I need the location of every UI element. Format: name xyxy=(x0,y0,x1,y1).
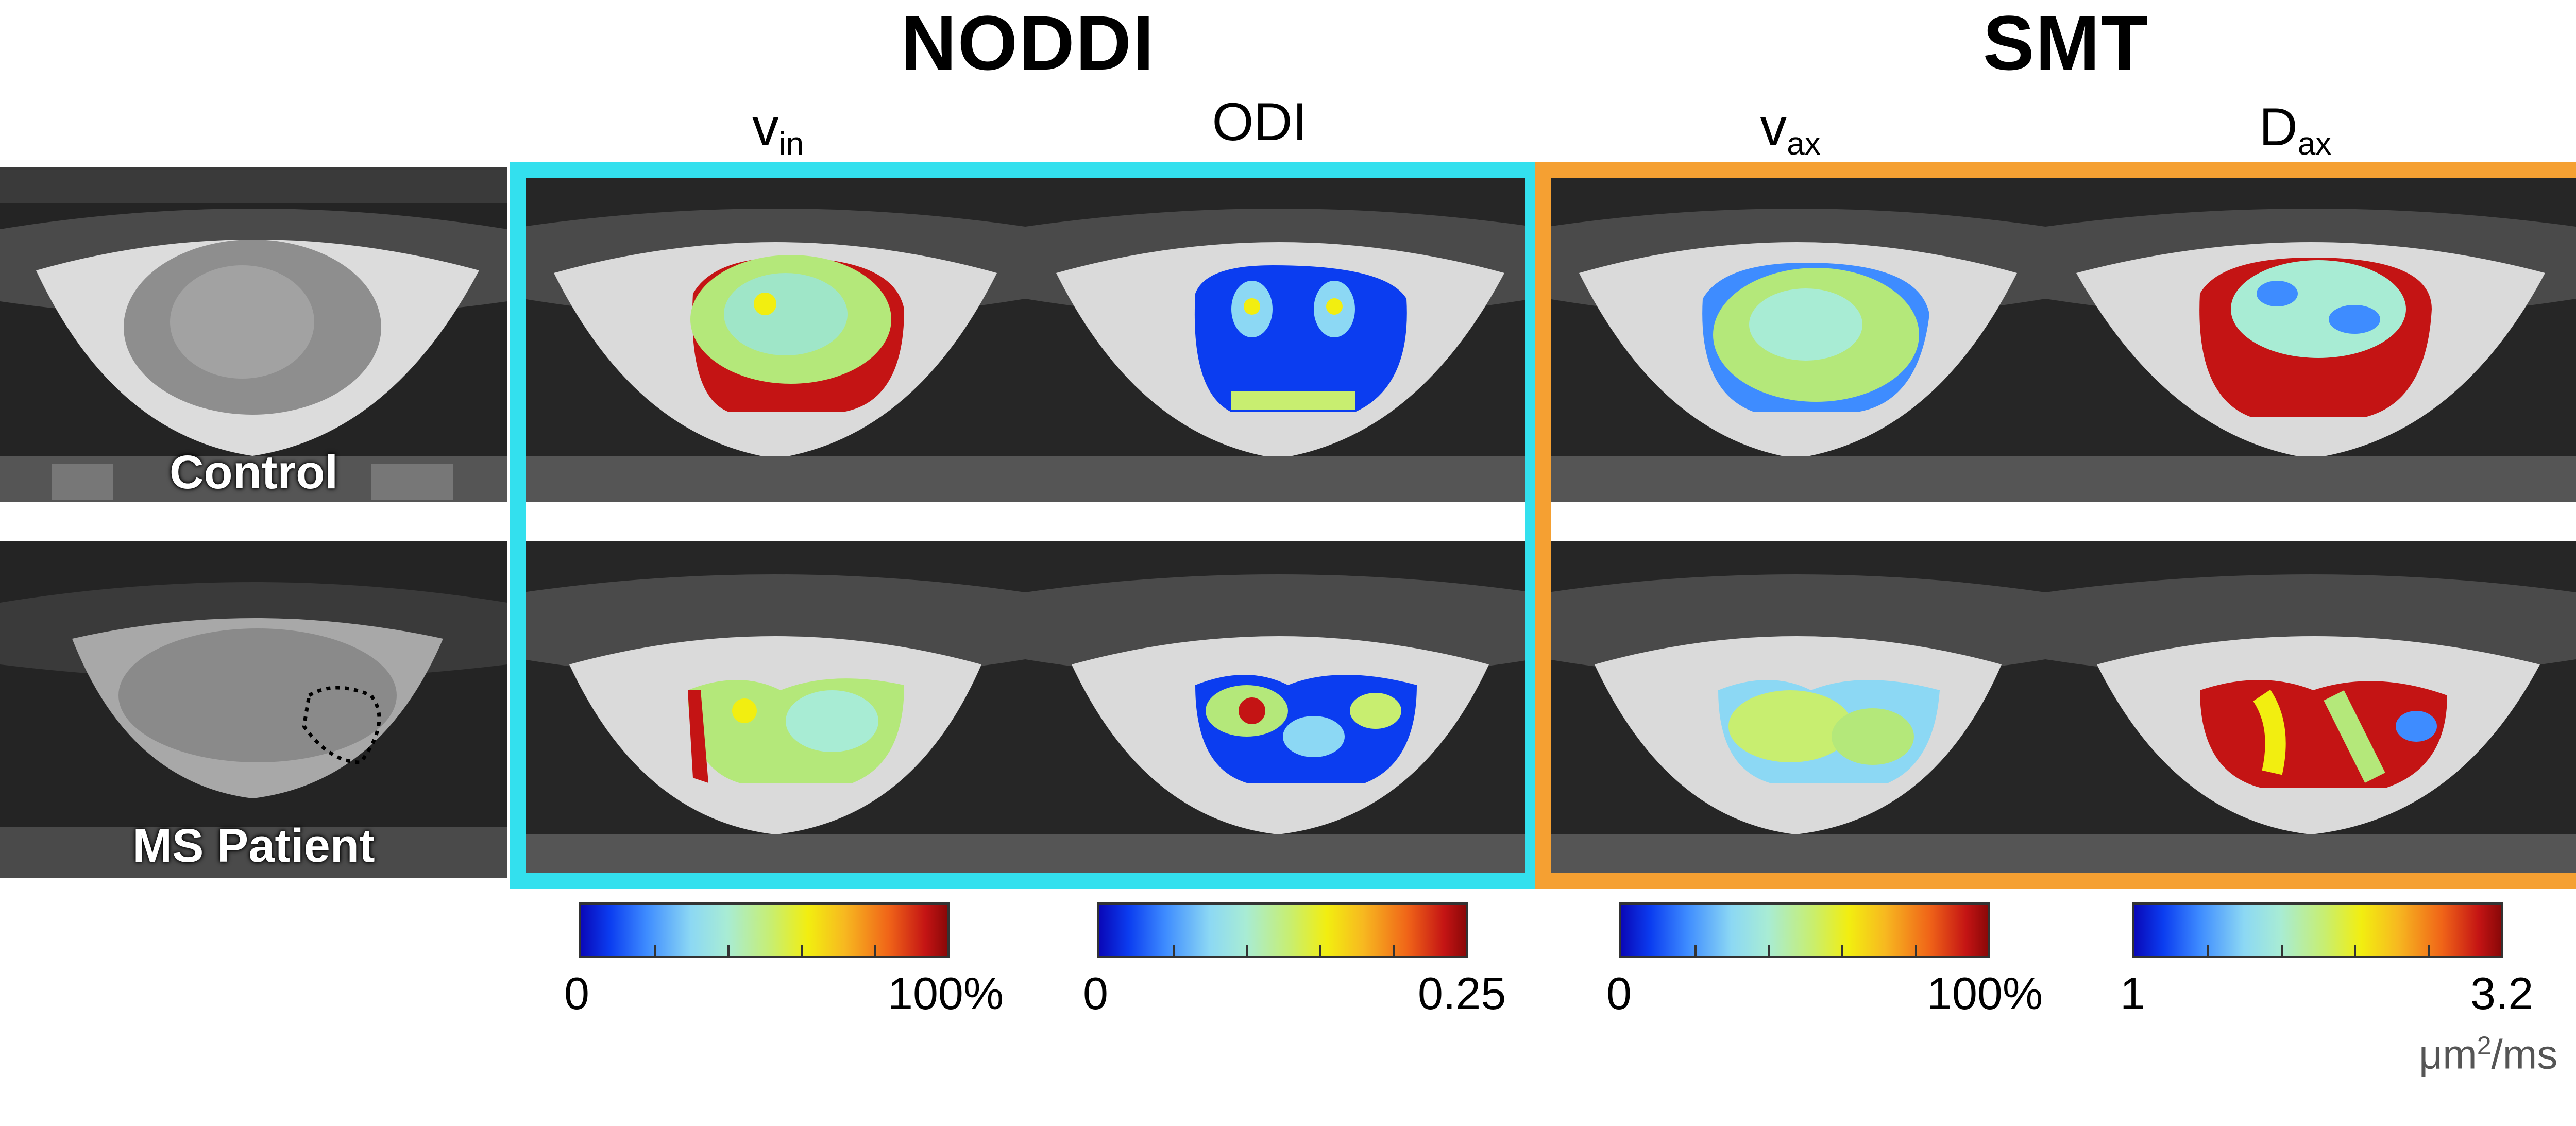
colorbar-v-in-max: 100% xyxy=(888,968,1004,1019)
colorbar-v-in-min: 0 xyxy=(564,968,589,1019)
column-label-odi: ODI xyxy=(1212,92,1308,152)
control-v-in-map xyxy=(523,175,1025,502)
row-label-ms-patient: MS Patient xyxy=(132,820,375,872)
noddi-frame xyxy=(510,162,1540,889)
patient-anatomical-image: MS Patient xyxy=(0,541,507,878)
smt-frame xyxy=(1535,162,2576,889)
noddi-title: NODDI xyxy=(901,0,1155,86)
column-label-v-ax: vax xyxy=(1760,97,1821,162)
smt-title: SMT xyxy=(1982,0,2149,86)
row-label-control: Control xyxy=(169,446,338,499)
colorbar-d-ax-max: 3.2 xyxy=(2470,968,2534,1019)
colorbar-v-ax-max: 100% xyxy=(1927,968,2043,1019)
colorbar-odi-min: 0 xyxy=(1083,968,1108,1019)
column-label-v-in: vin xyxy=(752,97,804,162)
control-anatomical-image: Control xyxy=(0,167,507,502)
colorbar-d-ax xyxy=(2132,902,2503,958)
control-d-ax-map xyxy=(2045,175,2576,502)
colorbar-v-ax-min: 0 xyxy=(1606,968,1632,1019)
colorbar-odi xyxy=(1097,902,1468,958)
column-label-d-ax: Dax xyxy=(2259,97,2332,162)
patient-v-in-map xyxy=(523,541,1025,878)
colorbar-v-in xyxy=(579,902,950,958)
control-odi-map xyxy=(1025,175,1533,502)
colorbar-d-ax-min: 1 xyxy=(2120,968,2145,1019)
colorbar-v-ax xyxy=(1619,902,1990,958)
patient-v-ax-map xyxy=(1548,541,2045,878)
lesion-outline xyxy=(302,686,381,764)
colorbar-d-ax-unit: μm2/ms xyxy=(2419,1031,2558,1078)
control-v-ax-map xyxy=(1548,175,2045,502)
patient-odi-map xyxy=(1025,541,1533,878)
patient-d-ax-map xyxy=(2045,541,2576,878)
colorbar-odi-max: 0.25 xyxy=(1418,968,1506,1019)
